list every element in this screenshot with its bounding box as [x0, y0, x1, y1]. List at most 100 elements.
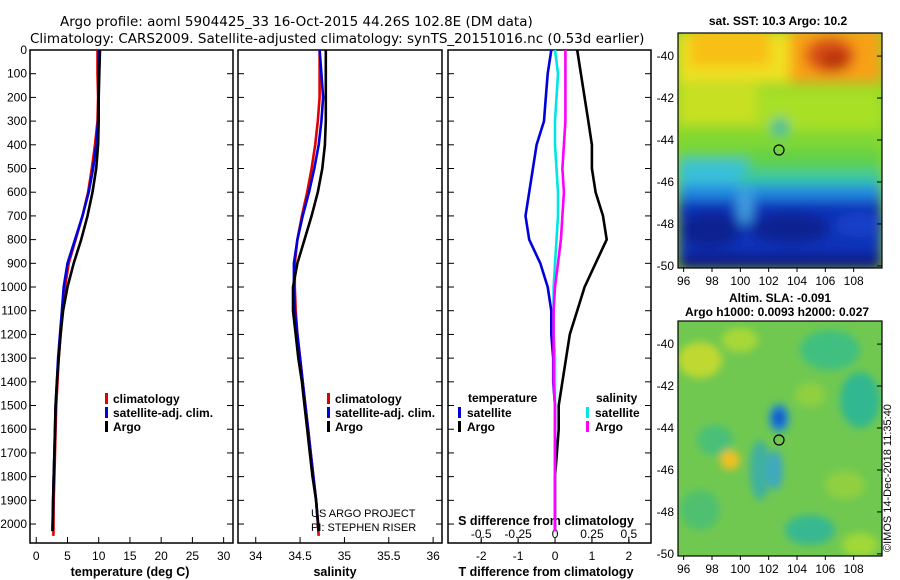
salinity-xtick-label: 35.5	[377, 549, 401, 563]
sst-lon-tick-label: 98	[705, 274, 719, 288]
difference-xtick-label: 2	[626, 549, 633, 563]
legend-swatch-satellite	[105, 407, 108, 418]
depth-tick-label: 1200	[0, 327, 27, 341]
sla-map-title-2: Argo h1000: 0.0093 h2000: 0.027	[685, 305, 869, 319]
sst-lon-tick-label: 96	[677, 274, 691, 288]
depth-tick-label: 800	[7, 233, 27, 247]
sla-lon-tick-label: 96	[677, 562, 691, 576]
temperature-xlabel: temperature (deg C)	[71, 565, 190, 579]
figure-title-line2: Climatology: CARS2009. Satellite-adjuste…	[30, 31, 644, 47]
difference-xtick-label: -1	[513, 549, 524, 563]
temperature-xtick-label: 15	[123, 549, 137, 563]
legend-title-salinity: salinity	[596, 391, 638, 405]
sst-lat-tick-label: -48	[657, 217, 675, 231]
sst-map: sat. SST: 10.3 Argo: 10.2	[657, 14, 883, 288]
temperature-legend-satellite: satellite-adj. clim.	[113, 406, 213, 420]
depth-tick-label: 1000	[0, 280, 27, 294]
salinity-legend: climatology satellite-adj. clim. Argo	[327, 392, 435, 434]
depth-tick-label: 700	[7, 209, 27, 223]
temperature-xtick-label: 10	[92, 549, 106, 563]
depth-tick-label: 1300	[0, 351, 27, 365]
sst-lat-tick-label: -50	[657, 259, 675, 273]
s-diff-tick-label: 0.25	[580, 527, 604, 541]
temperature-series-argo	[51, 49, 102, 532]
sla-lat-tick-label: -44	[657, 421, 675, 435]
legend-swatch-t-argo	[458, 421, 461, 432]
difference-series-s-argo	[552, 50, 567, 532]
depth-tick-label: 1100	[1, 304, 27, 318]
difference-series-t-argo	[553, 49, 609, 532]
sla-lat-tick-label: -50	[657, 547, 675, 561]
salinity-panel: salinity climatology satellite-adj. clim…	[237, 49, 443, 579]
s-diff-tick-label: 0.5	[621, 527, 638, 541]
difference-xlabel: T difference from climatology	[458, 565, 633, 579]
legend-swatch-satellite	[327, 407, 330, 418]
salinity-xtick-label: 36	[426, 549, 440, 563]
temperature-panel: temperature (deg C) climatology satellit…	[0, 43, 234, 579]
sst-lat-tick-label: -42	[657, 91, 675, 105]
temperature-xtick-label: 25	[186, 549, 200, 563]
salinity-legend-satellite: satellite-adj. clim.	[335, 406, 435, 420]
sla-lon-tick-label: 102	[759, 562, 779, 576]
sla-field	[678, 321, 882, 556]
sst-lat-tick-label: -46	[657, 175, 675, 189]
legend-s-satellite: satellite	[595, 406, 640, 420]
salinity-legend-argo: Argo	[335, 420, 363, 434]
sst-lon-tick-label: 100	[730, 274, 750, 288]
sst-field	[678, 33, 882, 268]
salinity-xtick-label: 34.5	[288, 549, 312, 563]
temperature-legend: climatology satellite-adj. clim. Argo	[105, 392, 213, 434]
sst-lat-tick-label: -44	[657, 133, 675, 147]
difference-panel: T difference from climatology S differen…	[447, 49, 652, 579]
sst-lat-tick-label: -40	[657, 49, 675, 63]
depth-tick-label: 300	[7, 114, 27, 128]
depth-tick-label: 500	[7, 162, 27, 176]
salinity-xtick-label: 34	[249, 549, 263, 563]
sla-lat-tick-label: -46	[657, 463, 675, 477]
sst-map-frame	[677, 32, 883, 269]
legend-t-argo: Argo	[467, 420, 495, 434]
legend-swatch-climatology	[327, 393, 330, 404]
legend-swatch-argo	[327, 421, 330, 432]
sla-map-title-1: Altim. SLA: -0.091	[729, 291, 831, 305]
sla-lon-tick-label: 104	[787, 562, 807, 576]
sla-lat-tick-label: -40	[657, 337, 675, 351]
sla-float-marker	[773, 434, 785, 446]
sla-lon-tick-label: 100	[730, 562, 750, 576]
temperature-xtick-label: 20	[154, 549, 168, 563]
sla-map-frame	[677, 320, 883, 557]
temperature-xtick-label: 5	[64, 549, 71, 563]
s-diff-tick-label: -0.25	[504, 527, 532, 541]
salinity-xlabel: salinity	[313, 565, 356, 579]
sla-lon-tick-label: 106	[815, 562, 835, 576]
salinity-series-argo	[291, 50, 328, 532]
imos-stamp: ©IMOS 14-Dec-2018 11:35:40	[882, 404, 894, 552]
temperature-xtick-label: 0	[33, 549, 40, 563]
credit-pi: PI: STEPHEN RISER	[311, 522, 416, 534]
depth-tick-label: 1400	[0, 375, 27, 389]
sla-lon-tick-label: 108	[844, 562, 864, 576]
figure-title-line1: Argo profile: aoml 5904425_33 16-Oct-201…	[60, 14, 533, 30]
sla-map: Altim. SLA: -0.091 Argo h1000: 0.0093 h2…	[657, 291, 883, 576]
depth-tick-label: 100	[7, 67, 27, 81]
legend-swatch-climatology	[105, 393, 108, 404]
legend-swatch-t-satellite	[458, 407, 461, 418]
difference-xtick-label: 1	[589, 549, 596, 563]
legend-swatch-s-argo	[586, 421, 589, 432]
s-diff-tick-label: -0.5	[471, 527, 492, 541]
legend-swatch-argo	[105, 421, 108, 432]
depth-tick-label: 1800	[0, 470, 27, 484]
depth-tick-label: 1600	[0, 422, 27, 436]
s-diff-tick-label: 0	[552, 527, 559, 541]
depth-tick-label: 900	[7, 256, 27, 270]
difference-legend: temperature satellite Argo salinity sate…	[458, 391, 640, 434]
sla-lon-tick-label: 98	[705, 562, 719, 576]
sst-float-marker	[773, 144, 785, 156]
depth-tick-label: 600	[7, 185, 27, 199]
sst-lon-tick-label: 106	[815, 274, 835, 288]
sla-lat-tick-label: -42	[657, 379, 675, 393]
sst-lon-tick-label: 104	[787, 274, 807, 288]
depth-tick-label: 1700	[0, 446, 27, 460]
legend-title-temperature: temperature	[468, 391, 538, 405]
salinity-plot-frame	[237, 49, 443, 544]
